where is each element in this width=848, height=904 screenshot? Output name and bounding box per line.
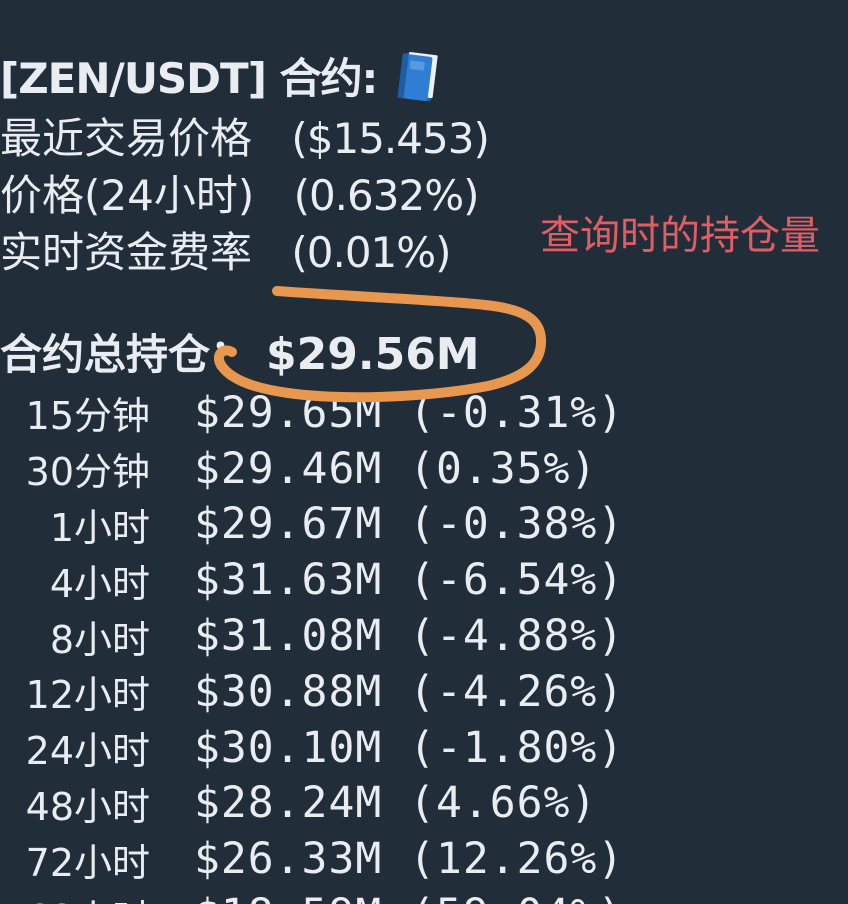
stat-label: 价格(24小时) xyxy=(0,171,255,220)
table-row: 48小时 $28.24M (4.66%) xyxy=(0,776,848,832)
message-header: [ZEN/USDT] 合约: 最近交易价格 ($15.453) 价格(24小时)… xyxy=(0,48,490,281)
stat-label: 最近交易价格 xyxy=(0,114,253,163)
stat-price-24h: 价格(24小时) (0.632%) xyxy=(0,167,489,224)
period-label: 48小时 xyxy=(25,784,150,829)
period-label: 8小时 xyxy=(49,617,150,662)
stat-label: 实时资金费率 xyxy=(0,228,253,277)
oi-value: $31.63M (-6.54%) xyxy=(194,555,625,606)
stat-last-price: 最近交易价格 ($15.453) xyxy=(0,110,490,167)
oi-value: $29.67M (-0.38%) xyxy=(194,499,625,550)
red-annotation-text: 查询时的持仓量 xyxy=(540,213,820,259)
period-label: 30分钟 xyxy=(25,450,150,495)
oi-value: $26.33M (12.26%) xyxy=(194,834,625,885)
oi-value: $30.10M (-1.80%) xyxy=(194,722,625,773)
stat-funding-rate: 实时资金费率 (0.01%) xyxy=(0,224,489,281)
period-label: 4小时 xyxy=(49,561,150,606)
stat-value: (0.01%) xyxy=(291,228,451,277)
oi-value: $29.65M (-0.31%) xyxy=(194,387,625,438)
stat-value: (0.632%) xyxy=(293,171,480,220)
oi-value: $28.24M (4.66%) xyxy=(194,778,598,829)
oi-table: 15分钟 $29.65M (-0.31%) 30分钟 $29.46M (0.35… xyxy=(0,385,848,904)
total-label: 合约总持仓： xyxy=(0,330,253,379)
period-label: 168小时 xyxy=(0,888,150,904)
total-open-interest-line: 合约总持仓： $29.56M xyxy=(0,326,480,384)
table-row: 4小时 $31.63M (-6.54%) xyxy=(0,552,848,608)
period-label: 15分钟 xyxy=(25,394,150,439)
period-label: 24小时 xyxy=(25,729,150,774)
pair-title: [ZEN/USDT] 合约: xyxy=(0,54,378,103)
table-row: 168小时 $18.59M (59.04%) xyxy=(0,887,848,904)
table-row: 15分钟 $29.65M (-0.31%) xyxy=(0,385,848,441)
stat-value: ($15.453) xyxy=(291,114,489,163)
oi-value: $29.46M (0.35%) xyxy=(194,443,598,494)
table-row: 8小时 $31.08M (-4.88%) xyxy=(0,608,848,664)
blue-book-icon xyxy=(397,52,438,102)
table-row: 30分钟 $29.46M (0.35%) xyxy=(0,441,848,497)
table-row: 12小时 $30.88M (-4.26%) xyxy=(0,664,848,720)
pair-title-line: [ZEN/USDT] 合约: xyxy=(0,48,489,110)
table-row: 1小时 $29.67M (-0.38%) xyxy=(0,497,848,553)
total-value: $29.56M xyxy=(266,329,480,380)
period-label: 12小时 xyxy=(25,673,150,718)
oi-value: $18.59M (59.04%) xyxy=(194,890,624,904)
oi-value: $30.88M (-4.26%) xyxy=(194,666,625,717)
period-label: 72小时 xyxy=(25,840,150,885)
table-row: 72小时 $26.33M (12.26%) xyxy=(0,831,848,887)
oi-value: $31.08M (-4.88%) xyxy=(194,611,625,662)
table-row: 24小时 $30.10M (-1.80%) xyxy=(0,720,848,776)
period-label: 1小时 xyxy=(49,505,150,550)
